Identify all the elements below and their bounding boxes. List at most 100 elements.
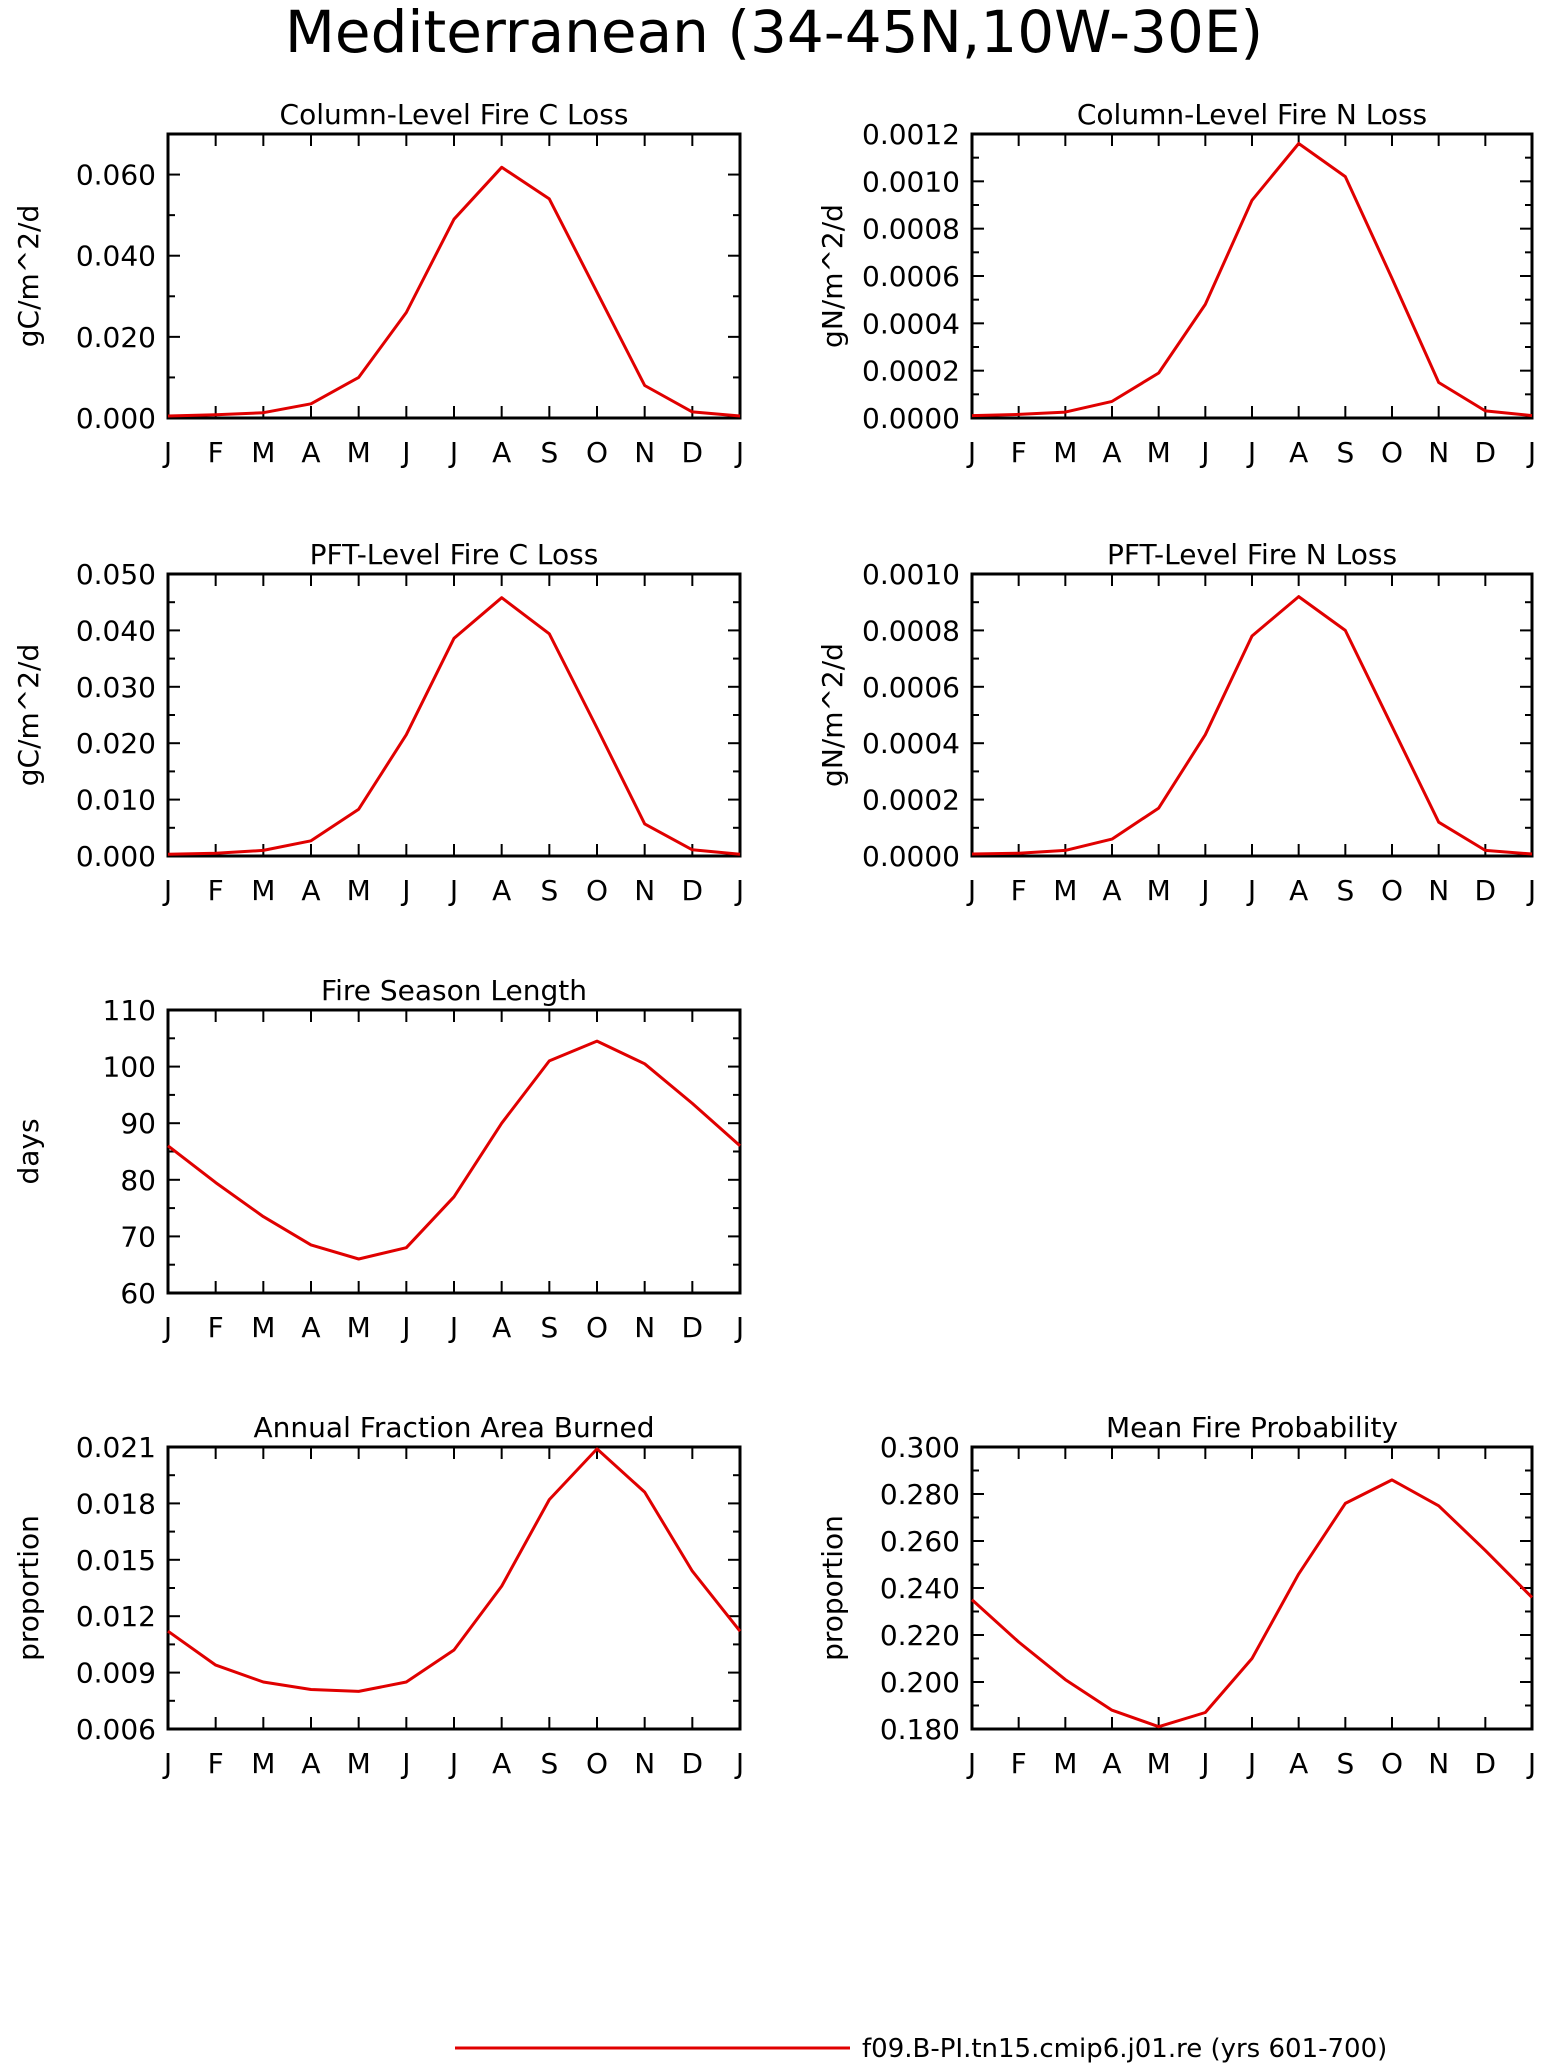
x-tick-label: S (540, 1747, 558, 1780)
x-tick-label: D (682, 1747, 704, 1780)
x-tick-label: J (1246, 1747, 1256, 1780)
y-tick-label: 100 (103, 1051, 156, 1084)
y-tick-label: 0.0004 (862, 307, 960, 340)
x-tick-label: O (1381, 1747, 1403, 1780)
x-tick-label: A (301, 436, 320, 469)
y-axis-label: proportion (816, 1515, 849, 1661)
x-tick-label: N (1428, 436, 1449, 469)
y-tick-label: 0.018 (76, 1487, 156, 1520)
x-tick-label: J (1246, 436, 1256, 469)
x-tick-label: A (301, 1311, 320, 1344)
x-tick-label: J (734, 1311, 744, 1344)
x-tick-label: J (734, 874, 744, 907)
x-tick-label: M (1053, 436, 1077, 469)
x-tick-label: A (1102, 1747, 1121, 1780)
y-tick-label: 0.000 (76, 840, 156, 873)
x-tick-label: A (492, 874, 511, 907)
x-tick-label: O (586, 1747, 608, 1780)
panel-title: Column-Level Fire N Loss (1077, 98, 1427, 131)
x-tick-label: J (1199, 1747, 1209, 1780)
x-tick-label: A (492, 1311, 511, 1344)
y-tick-label: 0.020 (76, 321, 156, 354)
x-tick-label: J (448, 1311, 458, 1344)
y-tick-label: 90 (120, 1107, 156, 1140)
panel-title: Fire Season Length (321, 974, 587, 1007)
x-tick-label: S (540, 436, 558, 469)
plot-frame (166, 1008, 742, 1295)
x-tick-label: M (251, 1747, 275, 1780)
y-tick-label: 0.220 (880, 1619, 960, 1652)
y-axis-label: gC/m^2/d (12, 205, 45, 348)
y-tick-label: 80 (120, 1164, 156, 1197)
x-tick-label: J (966, 874, 976, 907)
x-tick-label: N (634, 436, 655, 469)
y-tick-label: 0.240 (880, 1572, 960, 1605)
x-tick-label: A (1289, 1747, 1308, 1780)
x-tick-label: D (682, 1311, 704, 1344)
x-tick-label: J (400, 1747, 410, 1780)
x-tick-label: N (1428, 874, 1449, 907)
y-tick-label: 0.0010 (862, 165, 960, 198)
x-tick-label: J (1526, 436, 1536, 469)
x-tick-label: M (251, 1311, 275, 1344)
x-tick-label: A (301, 1747, 320, 1780)
y-tick-label: 0.009 (76, 1657, 156, 1690)
x-tick-label: M (1147, 1747, 1171, 1780)
x-tick-label: J (1199, 874, 1209, 907)
y-axis-label: days (12, 1118, 45, 1184)
x-tick-label: M (1053, 1747, 1077, 1780)
y-tick-label: 0.0008 (862, 213, 960, 246)
y-axis-label: proportion (12, 1515, 45, 1661)
x-tick-label: F (1011, 436, 1027, 469)
y-tick-label: 0.015 (76, 1544, 156, 1577)
plot-frame (166, 1445, 742, 1731)
y-tick-label: 0.060 (76, 159, 156, 192)
x-tick-label: M (347, 436, 371, 469)
x-tick-label: F (1011, 1747, 1027, 1780)
x-tick-label: J (400, 874, 410, 907)
y-tick-label: 0.280 (880, 1478, 960, 1511)
series-line (970, 1478, 1534, 1729)
x-tick-label: N (1428, 1747, 1449, 1780)
figure-title: Mediterranean (34-45N,10W-30E) (285, 0, 1263, 66)
y-tick-label: 0.030 (76, 671, 156, 704)
x-tick-label: A (492, 436, 511, 469)
panel-title: PFT-Level Fire N Loss (1107, 538, 1397, 571)
x-tick-label: J (162, 1747, 172, 1780)
x-tick-label: J (448, 436, 458, 469)
x-tick-label: A (1102, 874, 1121, 907)
x-tick-label: A (1289, 874, 1308, 907)
y-tick-label: 0.010 (76, 784, 156, 817)
x-tick-label: O (586, 874, 608, 907)
x-tick-label: S (1336, 1747, 1354, 1780)
y-tick-label: 0.050 (76, 558, 156, 591)
y-tick-label: 0.0010 (862, 558, 960, 591)
x-tick-label: O (586, 1311, 608, 1344)
y-tick-label: 0.0000 (862, 840, 960, 873)
panel-title: PFT-Level Fire C Loss (310, 538, 599, 571)
series-line (167, 1039, 741, 1261)
x-tick-label: J (966, 1747, 976, 1780)
panel-title: Column-Level Fire C Loss (280, 98, 629, 131)
x-tick-label: A (301, 874, 320, 907)
series-line (971, 595, 1533, 856)
y-tick-label: 0.200 (880, 1666, 960, 1699)
x-tick-label: M (347, 874, 371, 907)
y-axis-label: gN/m^2/d (816, 204, 849, 348)
y-tick-label: 0.006 (76, 1713, 156, 1746)
x-tick-label: J (448, 874, 458, 907)
x-tick-label: D (1475, 874, 1497, 907)
y-axis-label: gC/m^2/d (12, 644, 45, 787)
y-tick-label: 0.180 (880, 1713, 960, 1746)
y-tick-label: 0.0012 (862, 118, 960, 151)
x-tick-label: O (1381, 874, 1403, 907)
series-line (167, 165, 741, 418)
x-tick-label: J (1526, 874, 1536, 907)
x-tick-label: M (347, 1311, 371, 1344)
plot-frame (970, 1445, 1534, 1731)
x-tick-label: O (586, 436, 608, 469)
